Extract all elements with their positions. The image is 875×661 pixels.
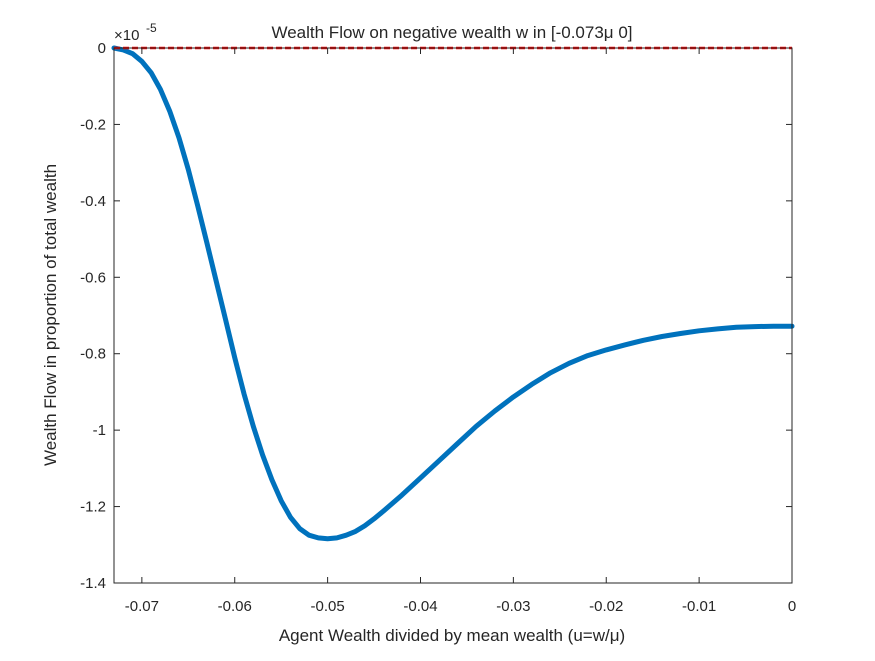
y-tick-label: -0.6 <box>80 269 106 286</box>
y-exponent-multiplier: ×10 -5 <box>114 21 157 44</box>
x-tick-label: 0 <box>788 598 796 615</box>
y-exponent-power: -5 <box>146 21 157 35</box>
y-tick-label: -1 <box>93 422 106 439</box>
y-tick-label: -0.2 <box>80 116 106 133</box>
x-tick-label: -0.06 <box>218 598 252 615</box>
chart-title: Wealth Flow on negative wealth w in [-0.… <box>271 23 632 42</box>
x-tick-label: -0.05 <box>311 598 345 615</box>
x-tick-label: -0.07 <box>125 598 159 615</box>
x-axis-label: Agent Wealth divided by mean wealth (u=w… <box>279 626 625 645</box>
y-ticks: 0 -0.2 -0.4 -0.6 -0.8 -1 -1.2 -1.4 <box>80 40 792 592</box>
x-tick-label: -0.04 <box>403 598 437 615</box>
y-tick-label: -0.8 <box>80 346 106 363</box>
y-tick-label: -1.2 <box>80 499 106 516</box>
plot-background <box>114 48 792 583</box>
series-line-0 <box>111 45 795 542</box>
y-axis-label: Wealth Flow in proportion of total wealt… <box>41 164 60 466</box>
y-tick-label: -1.4 <box>80 575 106 592</box>
y-tick-label: 0 <box>98 40 106 57</box>
plot-frame <box>113 47 793 584</box>
x-ticks: -0.07 -0.06 -0.05 -0.04 -0.03 -0.02 -0.01 0 <box>125 48 796 615</box>
x-tick-label: -0.03 <box>496 598 530 615</box>
x-tick-label: -0.02 <box>589 598 623 615</box>
y-tick-label: -0.4 <box>80 193 106 210</box>
y-exponent-base: ×10 <box>114 27 139 44</box>
x-tick-label: -0.01 <box>682 598 716 615</box>
